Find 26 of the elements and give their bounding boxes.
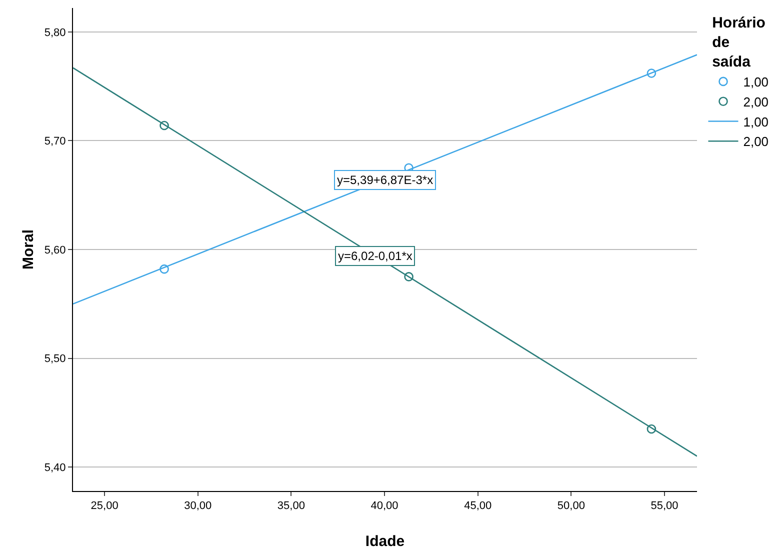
- y-axis-title: Moral: [20, 229, 37, 270]
- x-axis-title: Idade: [365, 533, 405, 550]
- annotation: y=6,02-0,01*x: [338, 249, 412, 263]
- point: [646, 424, 656, 434]
- legend-title: Horário de saída: [712, 14, 766, 70]
- point: [404, 272, 414, 282]
- point: [160, 264, 169, 274]
- x-tick-label: 35,00: [277, 500, 305, 512]
- y-tick-label: 5,70: [44, 136, 66, 148]
- x-tick-label: 30,00: [184, 500, 212, 512]
- y-tick-label: 5,60: [44, 244, 66, 256]
- x-tick-label: 45,00: [464, 500, 492, 512]
- x-tick-label: 40,00: [370, 500, 398, 512]
- y-tick-label: 5,80: [44, 26, 66, 39]
- legend-label: 2,00: [743, 134, 769, 150]
- annotation: y=5,39+6,87E-3*x: [337, 173, 434, 187]
- y-tick-label: 5,50: [44, 353, 66, 366]
- y-tick-label: 5,40: [44, 462, 66, 474]
- x-tick-label: 55,00: [650, 500, 678, 512]
- x-tick-label: 25,00: [90, 500, 118, 512]
- point: [646, 68, 656, 78]
- legend-label: 1,00: [743, 114, 769, 130]
- point: [160, 120, 169, 130]
- legend-label: 2,00: [743, 94, 769, 110]
- legend-label: 1,00: [743, 74, 769, 90]
- x-tick-label: 50,00: [557, 500, 585, 512]
